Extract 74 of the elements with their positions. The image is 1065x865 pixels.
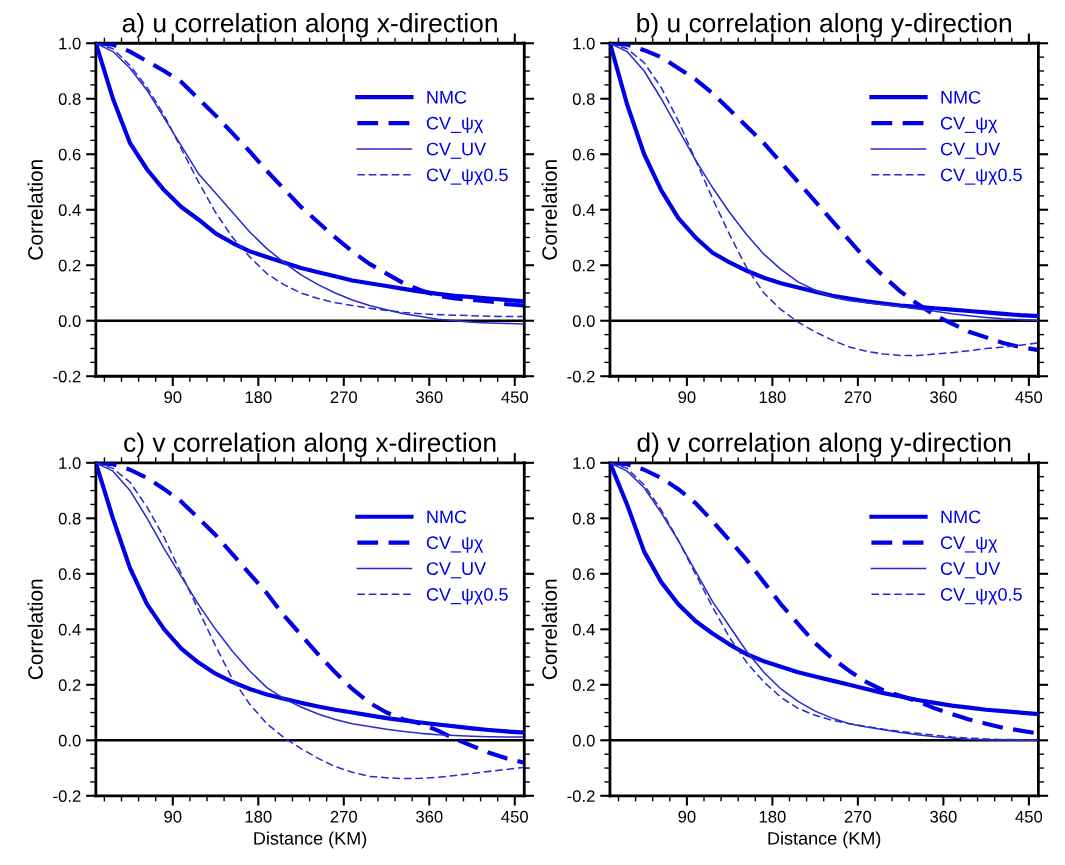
legend-label: NMC — [427, 90, 467, 104]
legend-label: CV_ψχ0.5 — [940, 168, 1022, 185]
y-tick-label: -0.2 — [567, 790, 595, 802]
y-tick-label: 0.2 — [572, 259, 595, 272]
x-axis-title: Distance (KM) — [768, 831, 881, 849]
y-tick-label: 0.4 — [58, 204, 81, 216]
x-tick-label: 360 — [930, 810, 957, 823]
x-tick-label: 450 — [501, 391, 529, 404]
y-tick-label: 0.0 — [572, 315, 595, 327]
legend-label: NMC — [427, 510, 467, 524]
y-tick-label: 0.8 — [58, 512, 81, 525]
y-tick-label: 0.8 — [572, 512, 595, 525]
y-tick-label: 1.0 — [59, 457, 81, 470]
x-tick-label: 180 — [245, 810, 272, 823]
chart-title: c) v correlation along x-direction — [124, 432, 496, 458]
y-tick-label: 0.6 — [58, 148, 81, 161]
x-tick-label: 270 — [330, 810, 358, 823]
y-tick-label: 0.4 — [572, 623, 595, 636]
y-tick-label: 0.2 — [572, 679, 595, 692]
legend-label: CV_ψχ — [426, 116, 484, 134]
y-tick-label: 1.0 — [573, 457, 595, 470]
y-tick-label: 0.8 — [58, 93, 81, 105]
x-tick-label: 360 — [416, 810, 443, 823]
x-tick-label: 180 — [759, 391, 786, 404]
legend-label: CV_UV — [940, 562, 1001, 579]
y-tick-label: 0.0 — [572, 734, 595, 747]
chart-title: a) u correlation along x-direction — [122, 13, 497, 38]
x-tick-label: 270 — [844, 391, 872, 404]
x-axis-title: Distance (KM) — [254, 831, 367, 849]
x-tick-label: 90 — [678, 391, 696, 404]
y-tick-label: 0.6 — [58, 568, 81, 581]
y-tick-label: 0.2 — [58, 679, 81, 692]
legend-label: CV_UV — [426, 142, 487, 159]
x-tick-label: 180 — [759, 810, 786, 823]
legend-label: CV_UV — [426, 562, 487, 579]
chart-title: b) u correlation along y-direction — [637, 13, 1011, 38]
legend-label: CV_ψχ — [426, 536, 484, 553]
legend-label: CV_ψχ — [940, 116, 998, 134]
x-tick-label: 360 — [930, 391, 957, 404]
legend-label: NMC — [941, 90, 981, 104]
legend-label: NMC — [941, 510, 981, 524]
y-axis-title: Correlation — [27, 579, 43, 680]
x-tick-label: 90 — [678, 810, 696, 823]
y-tick-label: 1.0 — [59, 37, 81, 50]
x-tick-label: 180 — [245, 391, 272, 404]
y-tick-label: 0.6 — [572, 148, 595, 161]
x-tick-label: 90 — [164, 810, 182, 823]
y-tick-label: 0.8 — [572, 93, 595, 105]
x-tick-label: 90 — [164, 391, 182, 404]
y-tick-label: 0.2 — [58, 259, 81, 272]
y-tick-label: -0.2 — [53, 370, 81, 383]
legend-label: CV_ψχ0.5 — [426, 588, 508, 605]
x-tick-label: 270 — [330, 391, 358, 404]
x-tick-label: 270 — [844, 810, 872, 823]
y-tick-label: 0.0 — [58, 315, 81, 327]
x-tick-label: 360 — [416, 391, 443, 404]
chart-title: d) v correlation along y-direction — [637, 432, 1011, 458]
legend-label: CV_UV — [940, 142, 1001, 159]
y-axis-title: Correlation — [541, 579, 557, 680]
y-tick-label: 0.4 — [572, 204, 595, 216]
y-tick-label: 0.4 — [58, 623, 81, 636]
x-tick-label: 450 — [1015, 810, 1043, 823]
legend-label: CV_ψχ — [940, 536, 998, 553]
y-axis-title: Correlation — [541, 160, 557, 260]
y-tick-label: -0.2 — [567, 370, 595, 383]
y-tick-label: 0.0 — [58, 734, 81, 747]
x-tick-label: 450 — [501, 810, 529, 823]
x-tick-label: 450 — [1015, 391, 1043, 404]
y-axis-title: Correlation — [27, 160, 43, 260]
legend-label: CV_ψχ0.5 — [940, 588, 1022, 605]
y-tick-label: 0.6 — [572, 568, 595, 581]
y-tick-label: -0.2 — [53, 790, 81, 802]
legend-label: CV_ψχ0.5 — [426, 168, 508, 185]
y-tick-label: 1.0 — [573, 37, 595, 50]
